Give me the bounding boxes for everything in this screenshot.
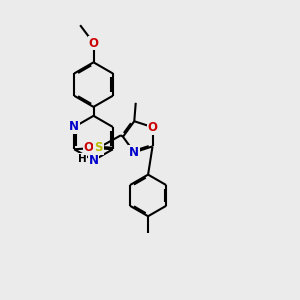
Text: S: S: [94, 141, 103, 154]
Text: H: H: [78, 154, 87, 164]
Text: O: O: [148, 121, 158, 134]
Text: N: N: [69, 121, 79, 134]
Text: O: O: [88, 37, 98, 50]
Text: N: N: [129, 146, 139, 159]
Text: N: N: [88, 154, 98, 167]
Text: O: O: [83, 141, 94, 154]
